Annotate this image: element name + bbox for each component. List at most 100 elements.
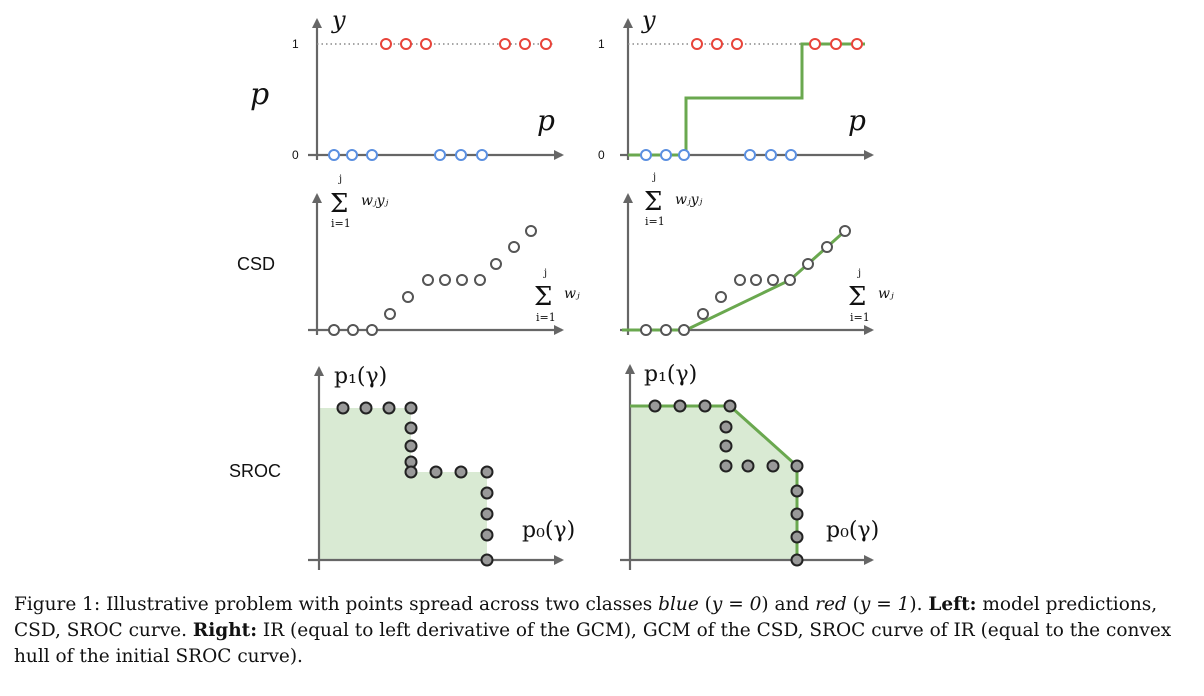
svg-text:i=1: i=1 <box>645 215 665 228</box>
sroc-point-8 <box>741 459 755 473</box>
csd-point-3 <box>366 324 378 336</box>
row-label-csd: CSD <box>237 254 275 274</box>
red-point-3 <box>420 38 432 50</box>
csd-point-11 <box>508 241 520 253</box>
csd-point-10 <box>802 258 814 270</box>
csd-point-9 <box>474 274 486 286</box>
gcm-line <box>622 229 846 332</box>
sroc-panel-left: p₁(γ) p₀(γ) <box>308 364 575 570</box>
blue-point-4 <box>744 149 756 161</box>
csd-point-1 <box>328 324 340 336</box>
blue-point-5 <box>455 149 467 161</box>
csd-point-12 <box>525 225 537 237</box>
blue-point-3 <box>366 149 378 161</box>
csd-point-11 <box>821 241 833 253</box>
svg-text:Σ: Σ <box>644 187 662 217</box>
sroc-point-10 <box>454 465 468 479</box>
svg-text:wⱼ: wⱼ <box>564 286 580 302</box>
svg-text:wⱼ: wⱼ <box>878 286 894 302</box>
sroc-point-11 <box>790 484 804 498</box>
sroc-x-label-right: p₀(γ) <box>826 518 879 543</box>
sroc-point-15 <box>480 553 494 567</box>
red-point-5 <box>519 38 531 50</box>
svg-text:j: j <box>338 174 342 185</box>
sroc-point-8 <box>404 465 418 479</box>
csd-panel-left: j Σ wⱼyⱼ i=1 j Σ wⱼ i=1 <box>308 174 580 336</box>
sroc-y-label-left: p₁(γ) <box>334 364 387 389</box>
tick-one-right: 1 <box>598 37 605 51</box>
x-axis-label-left: p <box>537 104 555 137</box>
csd-point-8 <box>456 274 468 286</box>
csd-point-6 <box>734 274 746 286</box>
csd-x-label-left: j Σ wⱼ i=1 <box>534 268 580 324</box>
blue-point-3 <box>678 149 690 161</box>
y-axis-label-right: y <box>641 6 656 34</box>
csd-point-4 <box>384 308 396 320</box>
sroc-point-14 <box>790 553 804 567</box>
red-point-1 <box>380 38 392 50</box>
csd-point-10 <box>490 258 502 270</box>
svg-text:Σ: Σ <box>534 282 552 312</box>
csd-x-label-right: j Σ wⱼ i=1 <box>848 268 894 324</box>
blue-point-2 <box>346 149 358 161</box>
tick-one-left: 1 <box>292 37 299 51</box>
sroc-y-label-right: p₁(γ) <box>644 362 697 387</box>
sroc-x-label-left: p₀(γ) <box>522 518 575 543</box>
csd-point-7 <box>750 274 762 286</box>
blue-point-6 <box>476 149 488 161</box>
sroc-point-14 <box>480 528 494 542</box>
csd-point-9 <box>784 274 796 286</box>
csd-point-12 <box>839 225 851 237</box>
sroc-point-5 <box>719 420 733 434</box>
blue-point-2 <box>660 149 672 161</box>
p-panel-left: 1 0 y p <box>292 6 564 162</box>
row-label-p: p <box>250 77 269 112</box>
sroc-point-13 <box>480 507 494 521</box>
sroc-point-12 <box>480 486 494 500</box>
y-axis-label-left: y <box>331 6 346 34</box>
p-panel-right: 1 0 y p <box>598 6 874 162</box>
blue-point-4 <box>434 149 446 161</box>
sroc-point-3 <box>698 399 712 413</box>
csd-point-1 <box>640 324 652 336</box>
svg-text:j: j <box>543 268 547 279</box>
sroc-point-7 <box>719 459 733 473</box>
sroc-point-4 <box>404 401 418 415</box>
red-point-6 <box>851 38 863 50</box>
sroc-point-12 <box>790 507 804 521</box>
figure-1: p CSD SROC 1 0 y p 1 0 y p j Σ wⱼyⱼ i=1 <box>229 6 894 570</box>
csd-point-4 <box>697 308 709 320</box>
x-axis-label-right: p <box>848 104 866 137</box>
sroc-point-3 <box>382 401 396 415</box>
svg-text:wⱼyⱼ: wⱼyⱼ <box>675 192 703 208</box>
sroc-point-5 <box>404 421 418 435</box>
blue-point-1 <box>640 149 652 161</box>
csd-point-2 <box>347 324 359 336</box>
svg-text:wⱼyⱼ: wⱼyⱼ <box>361 193 389 209</box>
red-point-4 <box>809 38 821 50</box>
blue-point-6 <box>785 149 797 161</box>
csd-point-3 <box>678 324 690 336</box>
red-point-2 <box>400 38 412 50</box>
svg-text:j: j <box>652 172 656 183</box>
csd-point-8 <box>767 274 779 286</box>
sroc-point-13 <box>790 530 804 544</box>
row-label-sroc: SROC <box>229 461 281 481</box>
isotonic-step-line <box>628 42 865 157</box>
svg-text:j: j <box>857 268 861 279</box>
blue-point-1 <box>328 149 340 161</box>
blue-point-5 <box>765 149 777 161</box>
csd-point-7 <box>439 274 451 286</box>
sroc-point-9 <box>429 465 443 479</box>
sroc-point-1 <box>336 401 350 415</box>
svg-text:i=1: i=1 <box>331 217 351 230</box>
red-point-5 <box>830 38 842 50</box>
csd-panel-right: j Σ wⱼyⱼ i=1 j Σ wⱼ i=1 <box>620 172 894 336</box>
csd-point-5 <box>715 291 727 303</box>
sroc-point-2 <box>673 399 687 413</box>
csd-y-label-left: j Σ wⱼyⱼ i=1 <box>330 174 389 230</box>
red-point-3 <box>731 38 743 50</box>
sroc-area-left <box>319 408 487 560</box>
svg-text:Σ: Σ <box>848 282 866 312</box>
red-point-4 <box>499 38 511 50</box>
